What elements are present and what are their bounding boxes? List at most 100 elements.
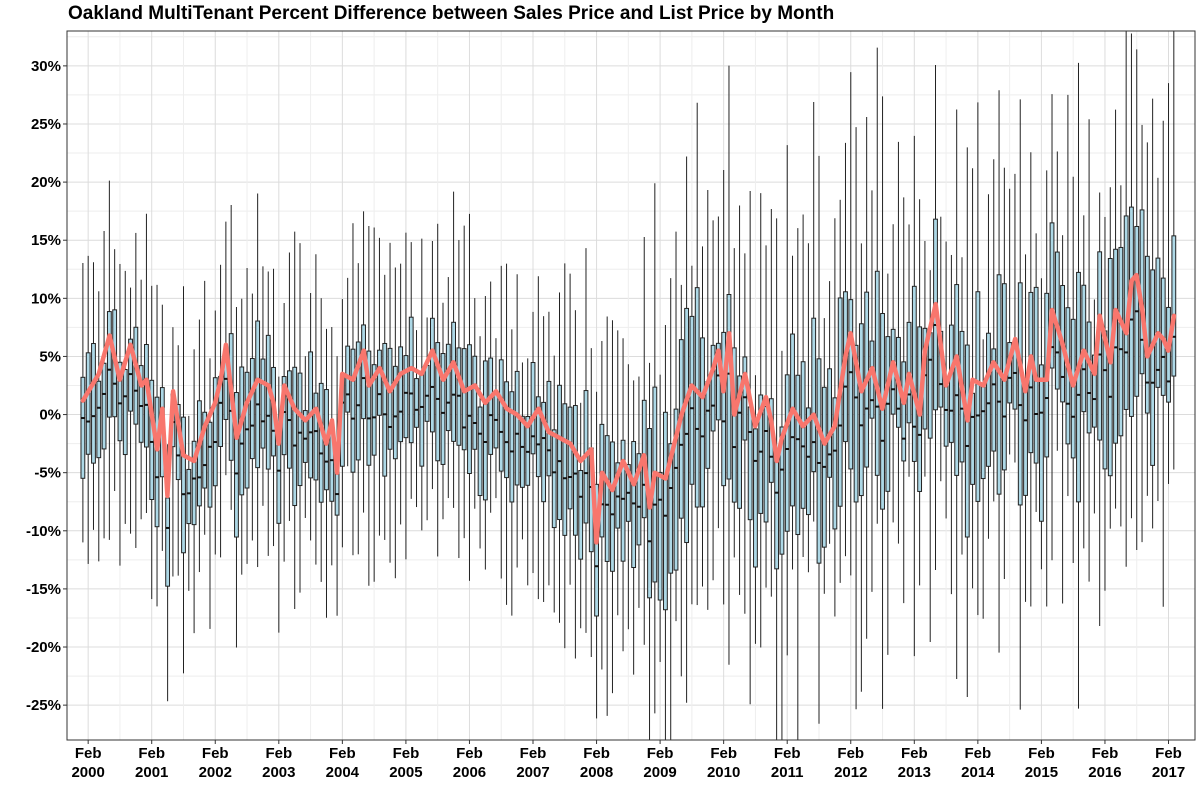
box — [80, 263, 86, 543]
box-body — [1086, 321, 1092, 434]
box — [689, 265, 695, 605]
box — [181, 286, 186, 674]
box — [525, 358, 531, 586]
box — [1166, 83, 1171, 484]
box — [562, 263, 568, 649]
box — [398, 263, 404, 525]
box-body — [964, 344, 970, 538]
box — [1049, 94, 1055, 561]
x-tick-label-year: 2012 — [834, 764, 867, 781]
box-body — [186, 468, 192, 525]
box — [488, 281, 494, 513]
box-body — [811, 317, 817, 473]
box — [853, 127, 859, 710]
box — [737, 205, 742, 595]
box-body — [387, 347, 393, 450]
x-tick-label-year: 2000 — [71, 764, 104, 781]
box-body — [1023, 388, 1028, 496]
box — [684, 156, 690, 703]
box-body — [382, 342, 388, 477]
box-body — [832, 397, 838, 530]
box — [445, 277, 451, 499]
box — [138, 279, 144, 520]
box-body — [705, 381, 711, 469]
box — [636, 376, 642, 608]
box — [567, 273, 573, 585]
box — [1150, 98, 1156, 529]
box — [911, 135, 917, 657]
box — [758, 193, 764, 648]
box — [1070, 176, 1076, 564]
box — [482, 296, 488, 570]
box-body — [636, 453, 642, 546]
y-tick-label: 0% — [39, 407, 61, 424]
box-body — [742, 356, 748, 441]
box-body — [684, 307, 690, 544]
x-tick-label-year: 2009 — [643, 764, 676, 781]
x-tick-label-year: 2011 — [771, 764, 804, 781]
x-tick-label-month: Feb — [965, 745, 992, 762]
box — [663, 325, 668, 740]
box-body — [784, 374, 790, 532]
box — [520, 362, 525, 540]
box — [530, 311, 536, 574]
y-tick-label: -20% — [26, 639, 61, 656]
x-tick-label-year: 2004 — [326, 764, 360, 781]
box-body — [302, 410, 308, 463]
box — [784, 145, 790, 656]
box-body — [440, 353, 446, 465]
box — [816, 155, 822, 724]
box-body — [520, 415, 525, 488]
box-body — [318, 382, 324, 503]
x-tick-label-year: 2015 — [1025, 764, 1058, 781]
box — [1076, 62, 1081, 709]
x-tick-label-month: Feb — [393, 745, 420, 762]
box-body — [758, 394, 764, 514]
box — [541, 316, 547, 602]
box — [800, 214, 806, 557]
box-body — [620, 439, 626, 562]
box — [371, 227, 377, 582]
box — [848, 72, 854, 576]
box-body — [1107, 258, 1113, 477]
box — [302, 356, 308, 518]
box — [504, 263, 509, 605]
box-body — [816, 358, 822, 564]
box — [535, 276, 541, 600]
box — [498, 265, 504, 579]
box-body — [827, 368, 832, 478]
box-body — [392, 365, 398, 460]
box-body — [657, 471, 663, 601]
box — [551, 355, 557, 613]
box-body — [1070, 318, 1076, 459]
box-body — [1076, 271, 1081, 503]
box-body — [1118, 246, 1124, 437]
box — [996, 90, 1002, 653]
box — [122, 270, 128, 524]
box-body — [91, 343, 96, 464]
box — [1039, 278, 1044, 570]
box-body — [530, 362, 536, 455]
box — [673, 231, 679, 622]
box — [821, 318, 827, 594]
x-tick-label-month: Feb — [202, 745, 229, 762]
box — [1155, 177, 1161, 502]
y-tick-label: 30% — [31, 58, 61, 75]
mean-line — [80, 272, 1177, 545]
box-body — [911, 285, 917, 462]
box-body — [255, 320, 261, 469]
box-body — [663, 411, 668, 611]
box — [1171, 31, 1177, 470]
box — [1118, 185, 1124, 527]
box — [472, 298, 478, 509]
box-body — [435, 342, 441, 462]
box-body — [901, 361, 907, 462]
box — [287, 252, 292, 521]
box-body — [721, 331, 727, 487]
box — [154, 284, 160, 607]
box-body — [1017, 282, 1023, 506]
box — [514, 274, 520, 568]
box-body — [477, 406, 483, 497]
box-body — [578, 470, 584, 560]
box-body — [445, 343, 451, 432]
